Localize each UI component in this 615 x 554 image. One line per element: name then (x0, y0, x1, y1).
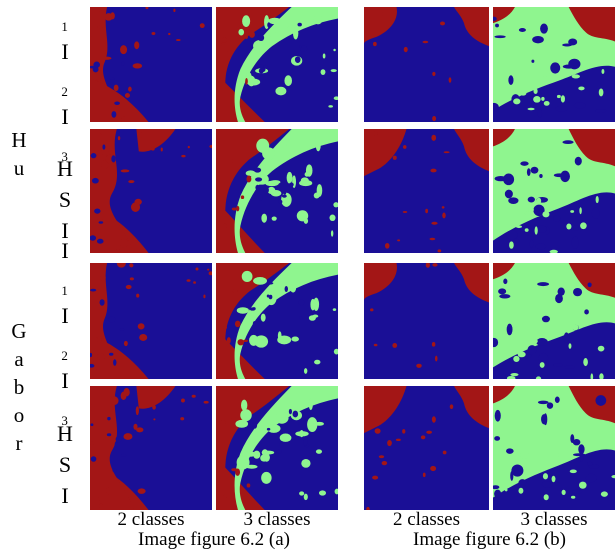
panel-b-2-classes-row-3 (364, 263, 489, 379)
row-label-letter: I (61, 103, 69, 129)
panel-a-2-classes-row-2 (90, 129, 212, 253)
group-label-char: G (11, 319, 27, 343)
row-label-subscript: 3 (61, 148, 68, 164)
row-label-letter: I (61, 302, 69, 328)
panel-a-2-classes-row-4 (90, 386, 212, 510)
panel-b-2-classes-row-2 (364, 129, 489, 253)
column-caption: 2 classes (392, 509, 460, 530)
column-caption: 3 classes (520, 509, 588, 530)
panel-b-3-classes-row-1 (493, 7, 615, 122)
panel-b-2-classes-row-1 (364, 7, 489, 122)
group-label-char: o (13, 403, 25, 427)
row-label-hsi: H S I (44, 410, 86, 518)
panel-a-3-classes-row-3 (216, 263, 338, 379)
panel-a-2-classes-row-1 (90, 7, 212, 122)
column-caption: 2 classes (117, 509, 185, 530)
row-label-subscript: 1 (61, 18, 68, 34)
row-label-subscript: 1 (61, 282, 68, 298)
group-label-char: b (13, 375, 25, 399)
column-caption: 3 classes (243, 509, 311, 530)
row-label-i1i2i3: I1 I2 I3 (44, 14, 86, 164)
row-label-letter: I (61, 367, 69, 393)
group-label-hu: H u (0, 112, 38, 196)
panel-b-3-classes-row-3 (493, 263, 615, 379)
panel-b-2-classes-row-4 (364, 386, 489, 510)
figure-caption-a: Image figure 6.2 (a) (138, 529, 290, 550)
row-label-letter: H (57, 155, 73, 181)
group-label-char: r (15, 431, 23, 455)
panel-a-3-classes-row-1 (216, 7, 338, 122)
row-label-hsi: H S I (44, 145, 86, 253)
row-label-subscript: 2 (61, 83, 68, 99)
row-label-letter: I (61, 0, 68, 2)
group-label-gabor: G a b o r (0, 312, 38, 462)
row-label-letter: H (57, 420, 73, 446)
row-label-letter: S (58, 451, 72, 477)
row-label-letter: I (61, 38, 69, 64)
group-label-char: H (11, 128, 27, 152)
row-label-letter: I (61, 482, 69, 508)
row-label-i1i2i3: I 1 I 2 I 3 (44, 238, 86, 428)
row-label-letter: I (61, 237, 69, 263)
panel-a-3-classes-row-4 (216, 386, 338, 510)
row-label-subscript: 3 (61, 412, 68, 428)
group-label-char: a (14, 347, 24, 371)
panel-a-2-classes-row-3 (90, 263, 212, 379)
panel-b-3-classes-row-2 (493, 129, 615, 253)
panel-b-3-classes-row-4 (493, 386, 615, 510)
row-label-letter: I (61, 217, 69, 243)
row-label-letter: S (58, 186, 72, 212)
panel-a-3-classes-row-2 (216, 129, 338, 253)
group-label-char: u (13, 156, 25, 180)
figure-caption-b: Image figure 6.2 (b) (413, 529, 566, 550)
row-label-subscript: 2 (61, 347, 68, 363)
